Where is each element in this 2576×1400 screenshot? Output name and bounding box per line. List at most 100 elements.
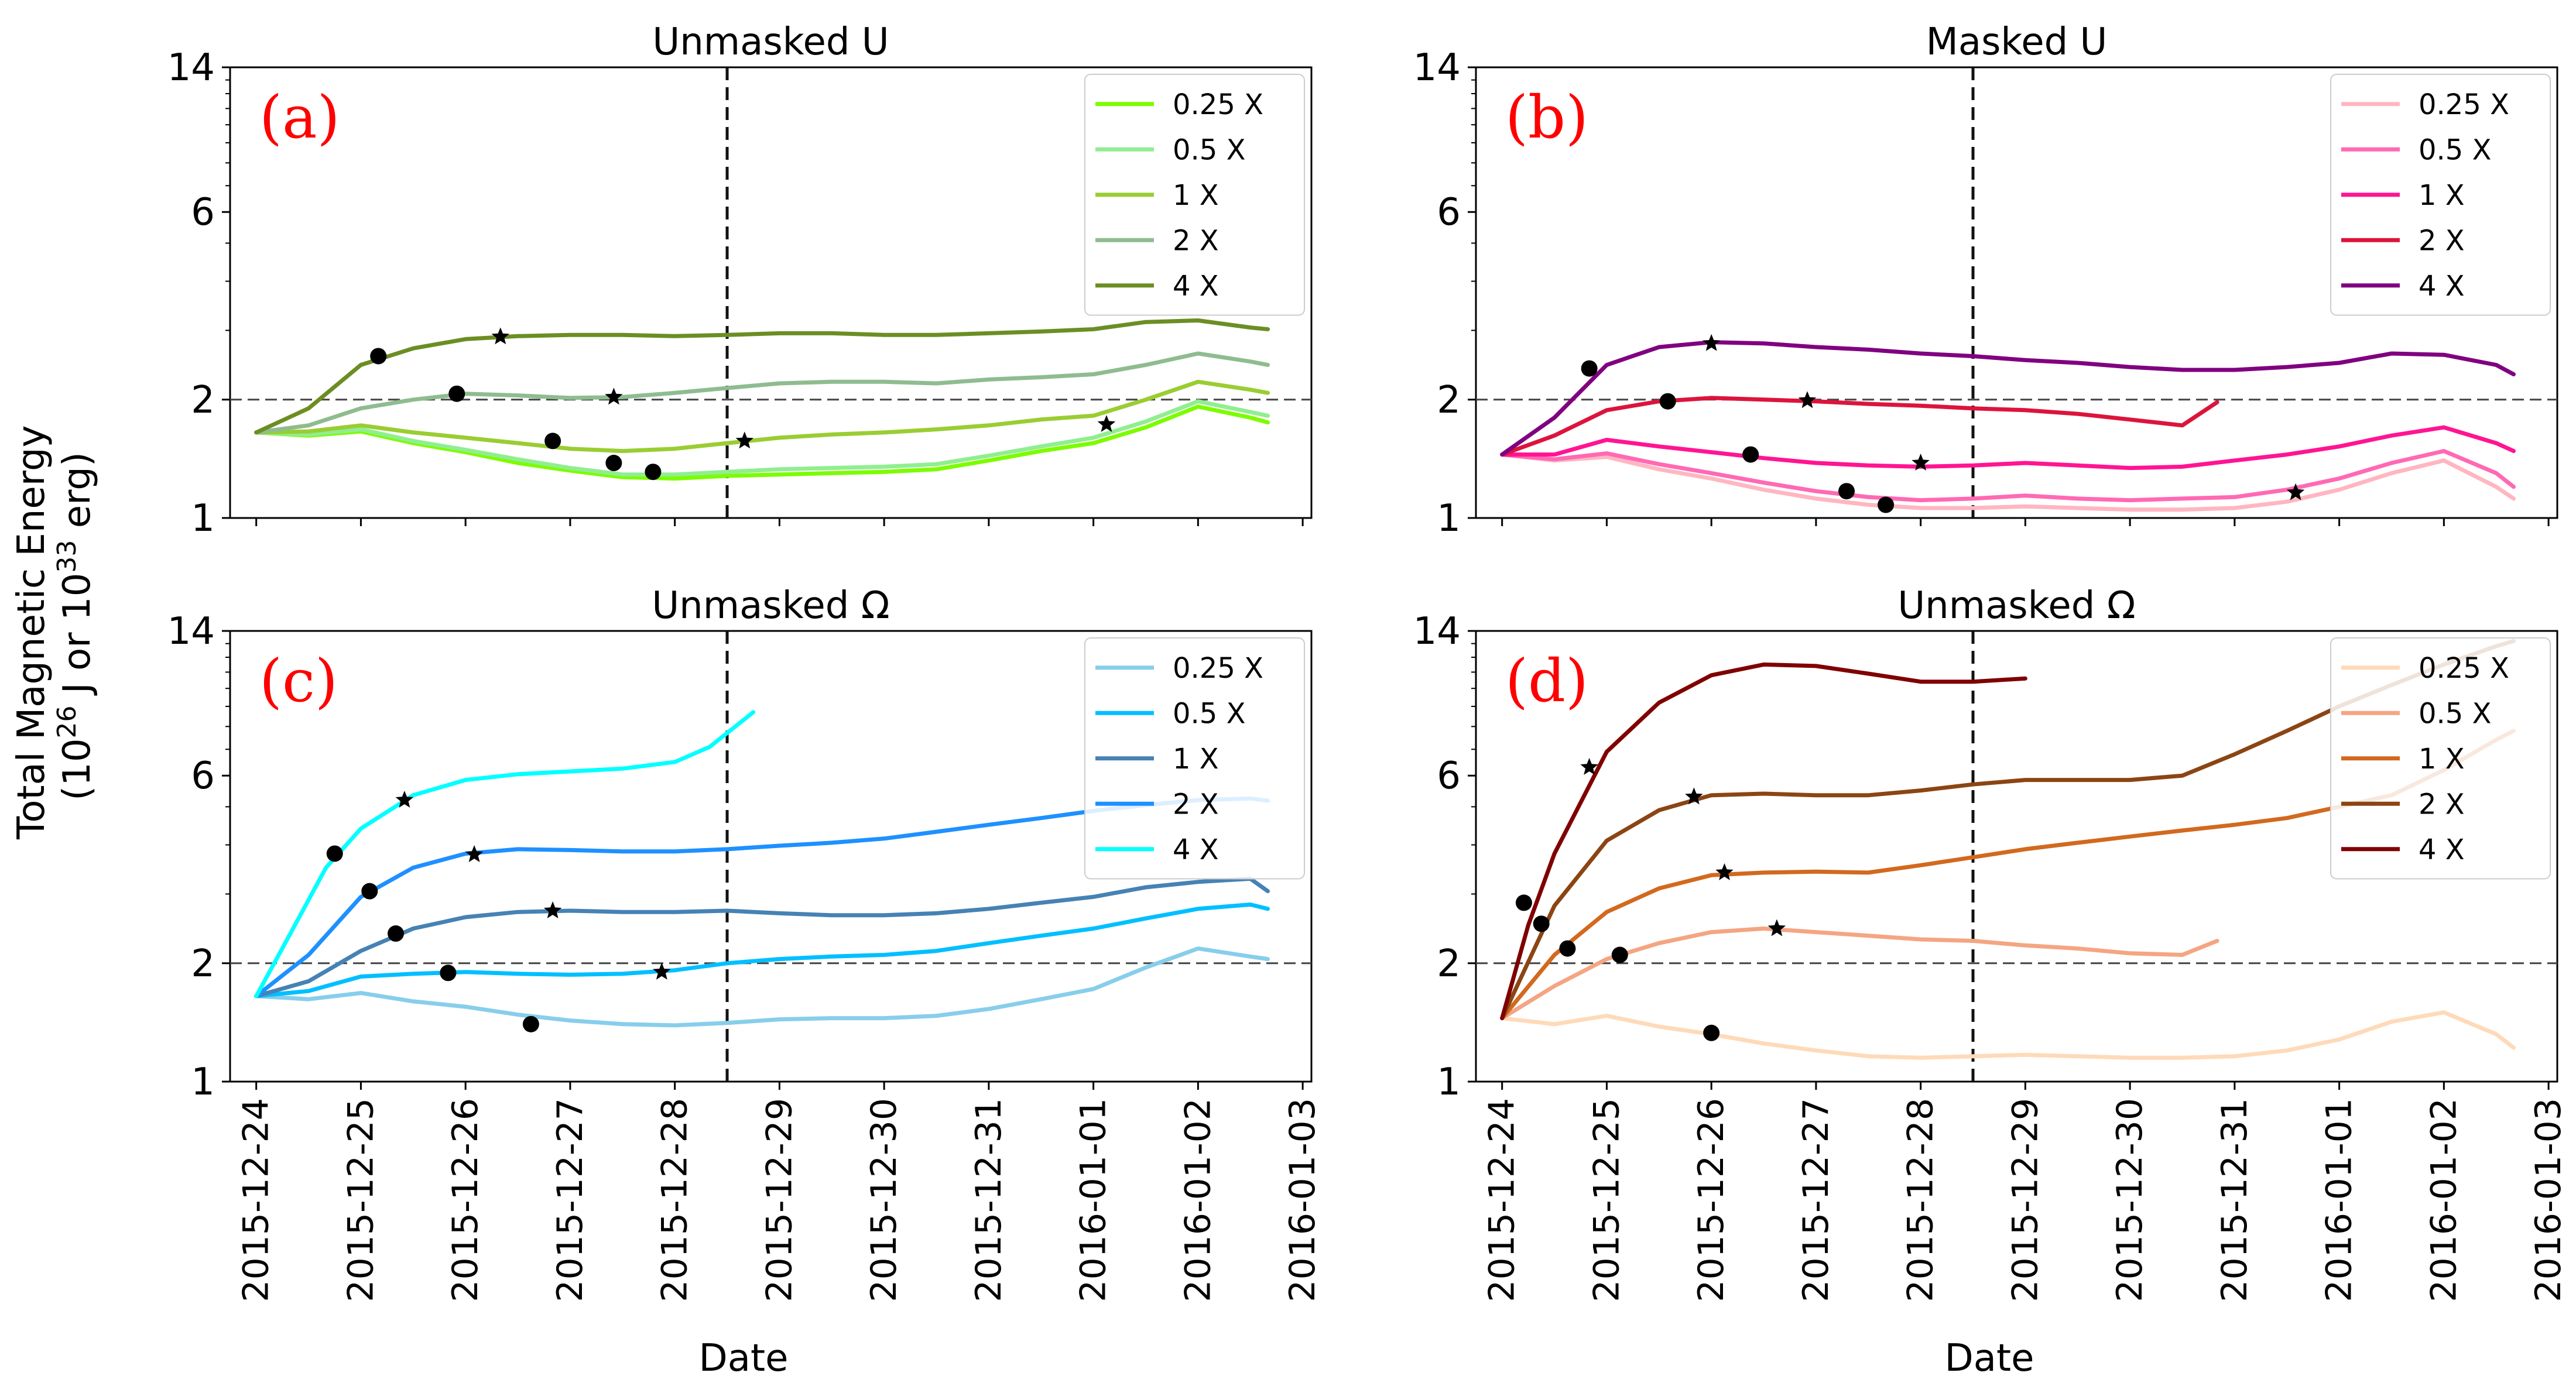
legend-label: 2 X bbox=[1173, 224, 1219, 257]
x-tick-label: 2016-01-03 bbox=[2528, 1098, 2569, 1302]
legend-label: 1 X bbox=[2419, 743, 2465, 776]
x-tick-label: 2015-12-28 bbox=[655, 1098, 696, 1302]
series-line-2 bbox=[254, 876, 1270, 998]
marker-circle bbox=[1703, 1024, 1720, 1041]
x-tick-label: 2016-01-01 bbox=[1073, 1098, 1114, 1302]
marker-star bbox=[395, 791, 414, 808]
panel-a: Unmasked U 1 2 6 14 (a) 0.25 X 0.5 X 1 X 2 X 4 X bbox=[167, 20, 1313, 540]
series-line-3 bbox=[1500, 396, 2219, 457]
y-tick-label: 2 bbox=[1437, 379, 1461, 422]
panel-title: Masked U bbox=[1926, 20, 2108, 64]
series-line-1 bbox=[254, 399, 1270, 477]
panel-title: Unmasked Ω bbox=[652, 584, 889, 627]
series-line-0 bbox=[1500, 1010, 2516, 1060]
xlabel-left: Date bbox=[699, 1337, 789, 1380]
marker-star bbox=[1912, 454, 1930, 471]
y-tick-label: 2 bbox=[191, 942, 215, 986]
panel-d: Unmasked Ω 1 2 6 14 2015-12-24 2015-12-25 2015-… bbox=[1413, 584, 2570, 1302]
marker-circle bbox=[1611, 946, 1628, 963]
marker-circle bbox=[605, 455, 622, 472]
x-tick-label: 2015-12-26 bbox=[445, 1098, 486, 1302]
marker-circle bbox=[1515, 894, 1532, 911]
y-tick-label: 1 bbox=[1437, 1061, 1461, 1104]
marker-circle bbox=[1659, 393, 1676, 410]
x-tick-label: 2015-12-28 bbox=[1900, 1098, 1941, 1302]
marker-circle bbox=[370, 348, 387, 365]
series-line-0 bbox=[254, 946, 1270, 1028]
x-tick-label: 2015-12-30 bbox=[864, 1098, 905, 1302]
series-line-1 bbox=[254, 903, 1270, 998]
legend-label: 4 X bbox=[1173, 833, 1219, 866]
figure-ylabel: Total Magnetic Energy (1026 J or 1033 er… bbox=[10, 413, 99, 840]
y-tick-label: 6 bbox=[1437, 191, 1461, 234]
legend-label: 2 X bbox=[2419, 224, 2465, 257]
marker-circle bbox=[361, 883, 378, 900]
y-tick-label: 1 bbox=[1437, 497, 1461, 540]
legend-label: 0.5 X bbox=[2419, 697, 2491, 730]
series-line-3 bbox=[254, 351, 1270, 435]
panel-label: (d) bbox=[1505, 647, 1588, 715]
y-tick-label: 6 bbox=[191, 191, 215, 234]
x-tick-label: 2015-12-25 bbox=[1586, 1098, 1627, 1302]
y-tick-label: 14 bbox=[1413, 46, 1461, 90]
x-tick-label: 2015-12-31 bbox=[968, 1098, 1009, 1302]
marker-star bbox=[491, 327, 509, 345]
y-tick-label: 14 bbox=[167, 610, 215, 653]
marker-star bbox=[1580, 758, 1598, 775]
legend-box bbox=[2330, 637, 2551, 880]
panel-label: (b) bbox=[1505, 83, 1588, 152]
panel-title: Unmasked Ω bbox=[1897, 584, 2135, 627]
x-tick-label: 2015-12-30 bbox=[2109, 1098, 2150, 1302]
x-tick-label: 2015-12-31 bbox=[2214, 1098, 2255, 1302]
legend-label: 0.5 X bbox=[1173, 697, 1245, 730]
legend-box bbox=[1084, 637, 1305, 880]
series-line-4 bbox=[254, 318, 1270, 435]
x-tick-label: 2015-12-24 bbox=[236, 1098, 277, 1302]
y-tick-label: 14 bbox=[1413, 610, 1461, 653]
marker-circle bbox=[645, 464, 662, 481]
panel-label: (a) bbox=[259, 83, 340, 152]
legend-box bbox=[2330, 74, 2551, 316]
legend-label: 1 X bbox=[1173, 179, 1219, 212]
y-tick-label: 1 bbox=[191, 1061, 215, 1104]
series-line-4 bbox=[1500, 340, 2516, 457]
legend-label: 1 X bbox=[2419, 179, 2465, 212]
marker-circle bbox=[1742, 446, 1759, 463]
marker-star bbox=[605, 387, 623, 405]
marker-circle bbox=[1559, 940, 1576, 957]
y-tick-label: 6 bbox=[191, 754, 215, 798]
marker-star bbox=[1703, 334, 1721, 351]
x-tick-label: 2016-01-02 bbox=[1177, 1098, 1218, 1302]
marker-circle bbox=[440, 965, 457, 982]
x-tick-label: 2015-12-29 bbox=[759, 1098, 800, 1302]
marker-star bbox=[543, 901, 562, 918]
marker-star bbox=[735, 431, 753, 449]
marker-circle bbox=[1838, 483, 1855, 500]
legend-label: 0.25 X bbox=[2419, 652, 2509, 685]
marker-circle bbox=[544, 433, 561, 449]
marker-circle bbox=[388, 925, 405, 942]
marker-circle bbox=[1581, 360, 1598, 377]
marker-circle bbox=[1878, 496, 1895, 513]
legend-label: 4 X bbox=[2419, 270, 2465, 303]
marker-star bbox=[465, 845, 484, 862]
legend-label: 4 X bbox=[2419, 833, 2465, 866]
x-tick-label: 2016-01-02 bbox=[2423, 1098, 2464, 1302]
marker-circle bbox=[448, 385, 465, 402]
panel-b: Masked U 1 2 6 14 (b) 0.25 X 0.5 X 1 X 2 X 4 X bbox=[1413, 20, 2558, 540]
marker-star bbox=[1767, 919, 1786, 936]
x-tick-label: 2015-12-29 bbox=[2005, 1098, 2046, 1302]
legend-label: 0.5 X bbox=[1173, 133, 1245, 166]
y-tick-label: 2 bbox=[191, 379, 215, 422]
x-tick-label: 2015-12-25 bbox=[340, 1098, 381, 1302]
legend-label: 2 X bbox=[1173, 788, 1219, 821]
panel-label: (c) bbox=[259, 647, 338, 715]
legend-label: 0.5 X bbox=[2419, 133, 2491, 166]
legend-label: 0.25 X bbox=[1173, 652, 1263, 685]
series-line-0 bbox=[1500, 452, 2516, 512]
series-line-2 bbox=[1500, 425, 2516, 471]
marker-circle bbox=[1533, 915, 1550, 932]
x-tick-label: 2015-12-26 bbox=[1691, 1098, 1732, 1302]
series-line-2 bbox=[254, 379, 1270, 454]
marker-star bbox=[1715, 863, 1734, 880]
